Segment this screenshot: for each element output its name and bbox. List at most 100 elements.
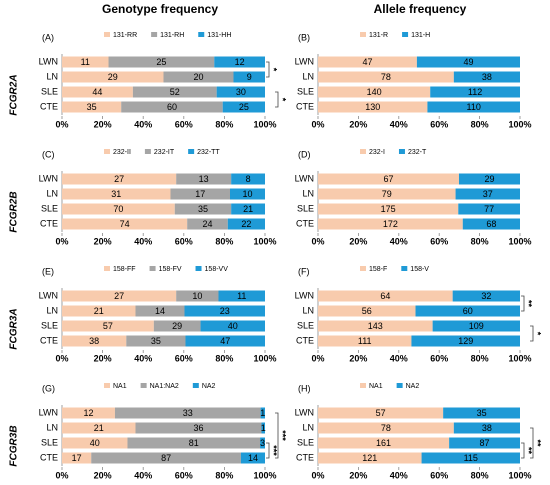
- x-tick-label: 40%: [134, 236, 152, 246]
- legend-swatch: [104, 383, 110, 388]
- bar-segment: [415, 305, 520, 317]
- data-label: 40: [90, 438, 100, 448]
- bar-segment: [62, 101, 122, 113]
- data-label: 60: [167, 102, 177, 112]
- data-label: 29: [484, 174, 494, 184]
- bar-segment: [452, 290, 520, 302]
- bar-segment: [260, 437, 265, 449]
- category-label: SLE: [297, 320, 314, 330]
- legend-label: 131-R: [369, 32, 388, 39]
- x-tick-label: 80%: [215, 236, 233, 246]
- data-label: 57: [103, 321, 113, 331]
- data-label: 21: [94, 306, 104, 316]
- legend-label: 232-II: [113, 149, 131, 156]
- legend-swatch: [360, 266, 366, 271]
- bar-segment: [62, 335, 127, 347]
- x-tick-label: 20%: [94, 353, 112, 363]
- data-label: 29: [172, 321, 182, 331]
- x-tick-label: 100%: [508, 119, 531, 129]
- x-tick-label: 20%: [349, 236, 367, 246]
- significance-label: *: [269, 68, 279, 72]
- bar-segment: [174, 203, 232, 215]
- legend-label: NA2: [202, 383, 216, 390]
- bar-segment: [62, 305, 136, 317]
- data-label: 60: [463, 306, 473, 316]
- x-tick-label: 20%: [349, 119, 367, 129]
- data-label: 35: [477, 408, 487, 418]
- bar-segment: [458, 173, 520, 185]
- category-label: CTE: [296, 452, 314, 462]
- category-label: LWN: [39, 56, 58, 66]
- x-tick-label: 80%: [471, 119, 489, 129]
- bar-segment: [318, 320, 433, 332]
- x-tick-label: 40%: [390, 119, 408, 129]
- bar-segment: [432, 320, 520, 332]
- data-label: 30: [236, 87, 246, 97]
- data-label: 27: [114, 291, 124, 301]
- data-label: 32: [481, 291, 491, 301]
- x-tick-label: 40%: [134, 353, 152, 363]
- legend-label: 131-RR: [113, 32, 137, 39]
- x-tick-label: 0%: [55, 470, 68, 480]
- x-tick-label: 60%: [175, 119, 193, 129]
- legend-label: 158-V: [410, 266, 429, 273]
- legend-label: NA1:NA2: [150, 383, 179, 390]
- category-label: CTE: [40, 452, 58, 462]
- bar-segment: [240, 452, 265, 464]
- legend-label: 232-IT: [154, 149, 175, 156]
- bar-segment: [318, 71, 454, 83]
- x-tick-label: 60%: [430, 353, 448, 363]
- data-label: 25: [156, 57, 166, 67]
- data-label: 111: [358, 336, 372, 346]
- bar-segment: [318, 188, 456, 200]
- x-tick-label: 20%: [94, 236, 112, 246]
- data-label: 38: [482, 423, 492, 433]
- panel-label: (D): [298, 149, 311, 159]
- data-label: 1: [261, 423, 266, 433]
- data-label: 10: [242, 189, 252, 199]
- bar-segment: [114, 407, 261, 419]
- legend-swatch: [401, 266, 408, 271]
- data-label: 31: [111, 189, 121, 199]
- bar-segment: [132, 86, 217, 98]
- legend-swatch: [140, 383, 147, 388]
- data-label: 36: [193, 423, 203, 433]
- data-label: 17: [195, 189, 205, 199]
- data-label: 74: [120, 219, 130, 229]
- bar-segment: [318, 218, 463, 230]
- data-label: 77: [484, 204, 494, 214]
- category-label: SLE: [297, 437, 314, 447]
- bar-segment: [222, 101, 265, 113]
- category-label: CTE: [296, 101, 314, 111]
- x-tick-label: 80%: [215, 353, 233, 363]
- bar-segment: [127, 437, 261, 449]
- legend-label: 232-I: [369, 149, 385, 156]
- bar-segment: [318, 101, 428, 113]
- data-label: 57: [376, 408, 386, 418]
- x-tick-label: 40%: [134, 470, 152, 480]
- data-label: 38: [482, 72, 492, 82]
- data-label: 47: [362, 57, 372, 67]
- data-label: 35: [87, 102, 97, 112]
- data-label: 175: [381, 204, 396, 214]
- significance-label: ***: [278, 430, 288, 441]
- data-label: 64: [380, 291, 390, 301]
- x-tick-label: 100%: [508, 236, 531, 246]
- bar-segment: [216, 86, 265, 98]
- data-label: 115: [464, 453, 478, 463]
- data-label: 52: [170, 87, 180, 97]
- legend-swatch: [396, 383, 403, 388]
- x-tick-label: 40%: [134, 119, 152, 129]
- x-tick-label: 80%: [215, 470, 233, 480]
- x-tick-label: 100%: [253, 353, 276, 363]
- x-tick-label: 100%: [253, 470, 276, 480]
- bar-segment: [462, 218, 520, 230]
- row-label: FCGR2A: [9, 74, 20, 115]
- significance-bracket: [530, 325, 534, 342]
- panel-label: (B): [298, 32, 310, 42]
- category-label: CTE: [296, 335, 314, 345]
- x-tick-label: 20%: [94, 470, 112, 480]
- bar-segment: [458, 203, 520, 215]
- legend-swatch: [144, 149, 151, 154]
- category-label: LWN: [39, 407, 58, 417]
